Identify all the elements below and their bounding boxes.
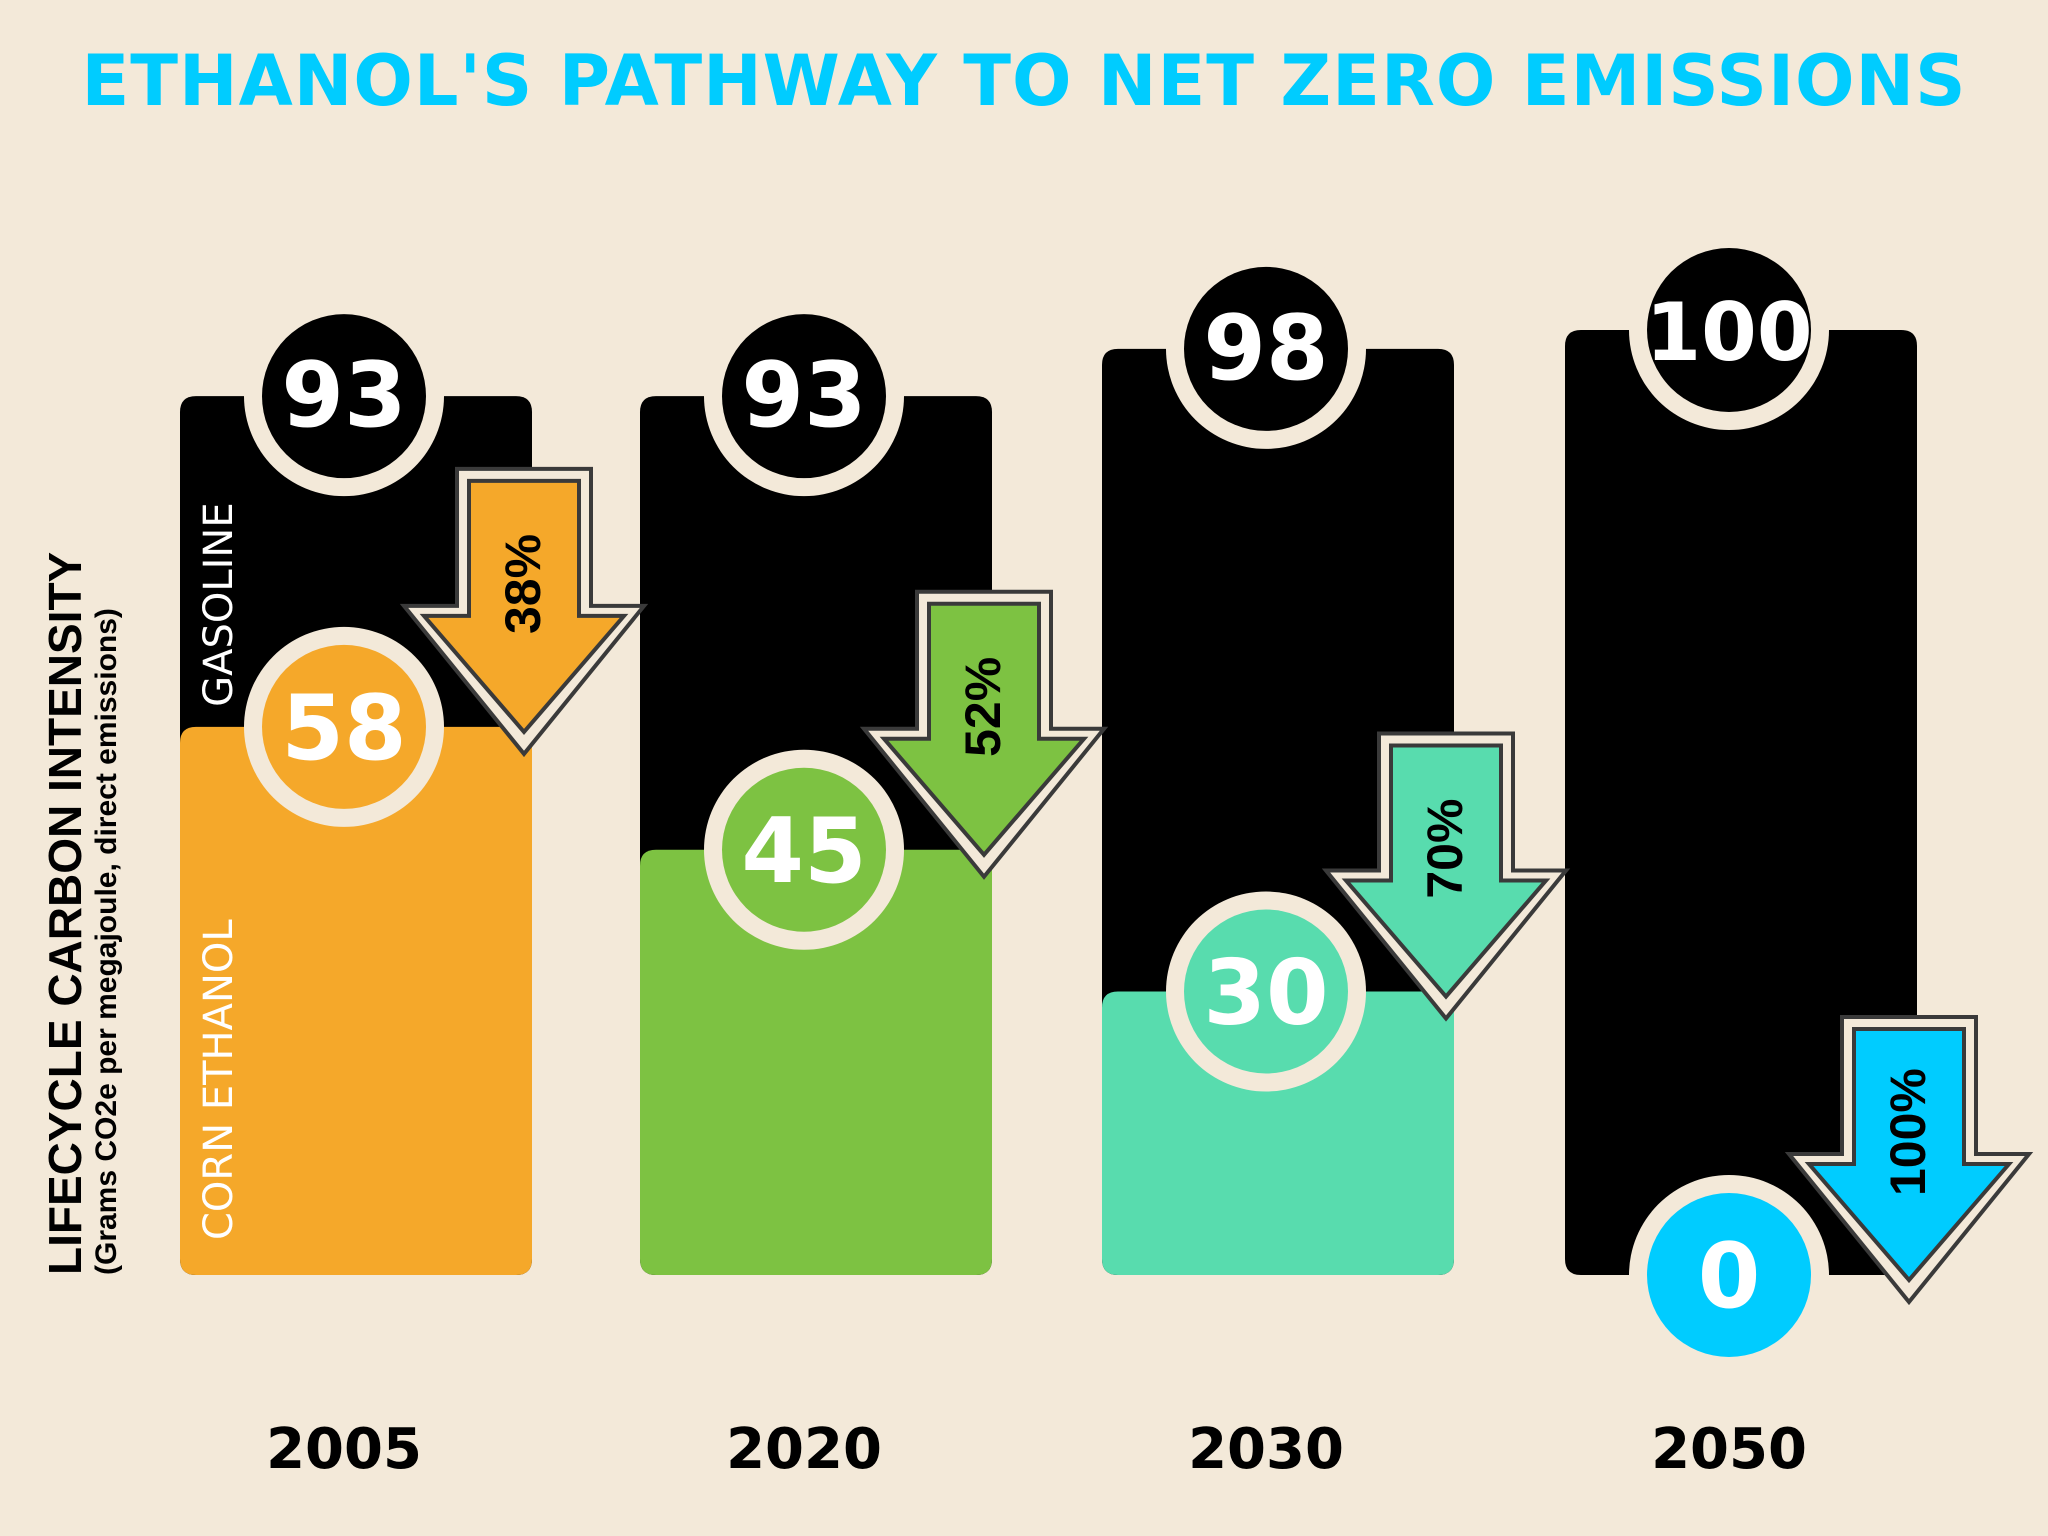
reduction-percent-label-2030: 70%: [1417, 799, 1473, 899]
x-tick-label-2030: 2030: [1188, 1417, 1344, 1482]
reduction-arrow-2005: 38%: [399, 466, 649, 758]
gasoline-bar-2050: [1565, 330, 1917, 1275]
ethanol-bubble-2020: [722, 767, 886, 932]
gasoline-value-label-2020: 93: [741, 343, 866, 448]
ethanol-bar-2020: [640, 849, 992, 1275]
ethanol-bar-2030: [1102, 991, 1454, 1275]
arrow-down-icon-fill: [1341, 743, 1551, 1000]
ethanol-value-label-2050: 0: [1698, 1224, 1761, 1329]
bars-layer: [180, 330, 1917, 1275]
reduction-arrow-2050: 100%: [1784, 1015, 2034, 1306]
gasoline-bubble-2050: [1647, 248, 1811, 412]
reduction-percent-label-2005: 38%: [495, 534, 551, 634]
ethanol-bubble-2050: [1647, 1193, 1811, 1357]
series-label-corn-ethanol: CORN ETHANOL: [196, 919, 242, 1240]
x-tick-label-2050: 2050: [1651, 1417, 1807, 1482]
reduction-arrow-2020: 52%: [859, 589, 1109, 880]
chart-title: ETHANOL'S PATHWAY TO NET ZERO EMISSIONS: [81, 40, 1967, 122]
gasoline-bubble-2020: [722, 314, 886, 479]
arrow-down-icon-fill: [419, 478, 629, 735]
series-label-gasoline: GASOLINE: [196, 502, 242, 707]
ethanol-value-label-2005: 58: [281, 676, 406, 781]
arrow-down-icon-fill: [1804, 1027, 2014, 1284]
reduction-percent-label-2020: 52%: [955, 657, 1011, 757]
gasoline-bubble-2005: [262, 314, 426, 479]
reduction-arrow-2030: 70%: [1321, 731, 1571, 1022]
ethanol-value-label-2020: 45: [741, 799, 866, 904]
x-tick-label-2005: 2005: [266, 1417, 422, 1482]
ethanol-bubble-2030: [1184, 909, 1348, 1074]
reduction-percent-label-2050: 100%: [1880, 1068, 1936, 1196]
gasoline-value-label-2050: 100: [1646, 286, 1813, 379]
ethanol-value-label-2030: 30: [1203, 941, 1328, 1046]
x-tick-label-2020: 2020: [726, 1417, 882, 1482]
gasoline-value-label-2005: 93: [281, 343, 406, 448]
gasoline-value-label-2030: 98: [1203, 296, 1328, 401]
ethanol-bar-2005: [180, 726, 532, 1275]
arrow-down-icon-fill: [879, 601, 1089, 858]
ethanol-bubble-2005: [262, 644, 426, 809]
overlays-layer: 93 58 38% 2005 GASOLINE CORN ETHANOL 93 45 52% 20…: [196, 230, 2034, 1482]
gasoline-bubble-2030: [1184, 266, 1348, 431]
